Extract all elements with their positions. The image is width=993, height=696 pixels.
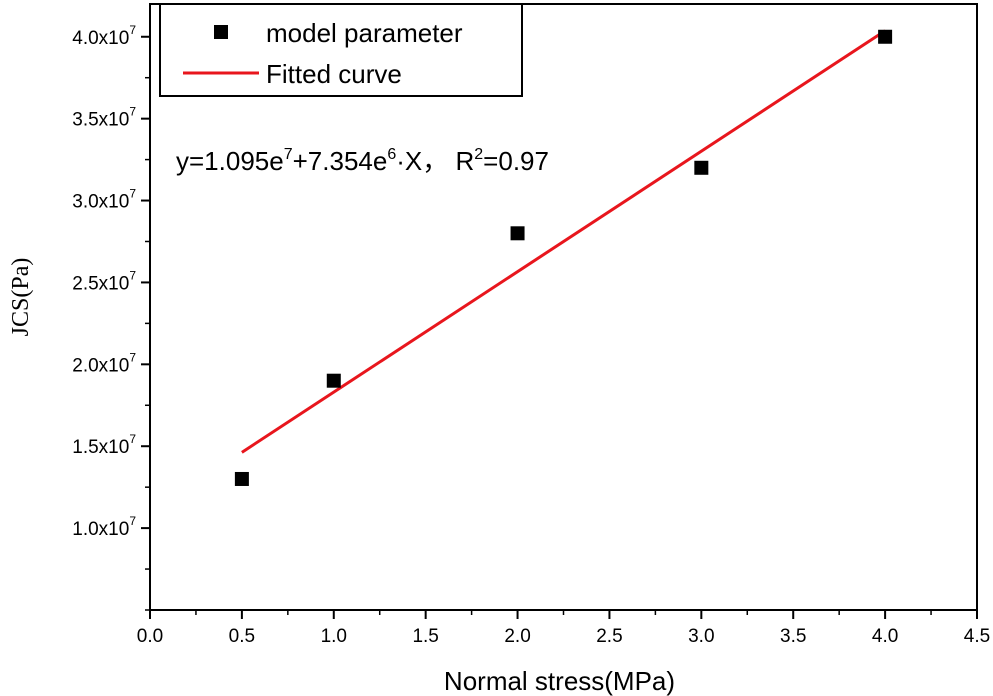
legend: model parameter Fitted curve	[159, 3, 523, 97]
x-tick-label: 4.0	[872, 626, 898, 647]
x-axis: 0.0 0.5 1.0 1.5 2.0 2.5 3.0 3.5 4.0 4.5	[137, 610, 990, 647]
y-tick-label: 2.5x107	[72, 268, 136, 294]
y-tick-label: 1.5x107	[72, 432, 136, 458]
x-tick-label: 3.0	[688, 626, 714, 647]
y-tick-label: 2.0x107	[72, 350, 136, 376]
data-point-marker	[326, 373, 341, 388]
fitted-curve-line	[241, 29, 886, 454]
data-point-marker	[510, 226, 525, 241]
x-tick-label: 1.5	[412, 626, 438, 647]
legend-label-model-parameter: model parameter	[266, 18, 463, 48]
y-axis: 1.0x107 1.5x107 2.0x107 2.5x107 3.0x107 3.5x1…	[72, 23, 150, 611]
x-tick-label: 3.5	[780, 626, 806, 647]
x-tick-label: 2.0	[504, 626, 530, 647]
y-axis-title: JCS(Pa)	[8, 258, 34, 337]
data-point-marker	[694, 160, 709, 175]
y-tick-label: 3.0x107	[72, 187, 136, 213]
x-tick-label: 1.0	[321, 626, 347, 647]
legend-box	[159, 3, 523, 97]
fit-equation: y=1.095e7+7.354e6·X， R2=0.97	[176, 146, 549, 176]
x-tick-label: 2.5	[596, 626, 622, 647]
y-tick-label: 1.0x107	[72, 514, 136, 540]
data-point-marker	[878, 29, 893, 44]
legend-label-fitted-curve: Fitted curve	[266, 59, 402, 89]
data-point-marker	[234, 471, 249, 486]
x-tick-label: 0.5	[229, 626, 255, 647]
x-tick-label: 4.5	[964, 626, 990, 647]
y-tick-label: 3.5x107	[72, 105, 136, 131]
y-tick-label: 4.0x107	[72, 23, 136, 49]
x-tick-label: 0.0	[137, 626, 163, 647]
legend-marker-square	[214, 25, 228, 39]
x-axis-title: Normal stress(MPa)	[444, 666, 675, 696]
series-layer	[234, 29, 893, 486]
